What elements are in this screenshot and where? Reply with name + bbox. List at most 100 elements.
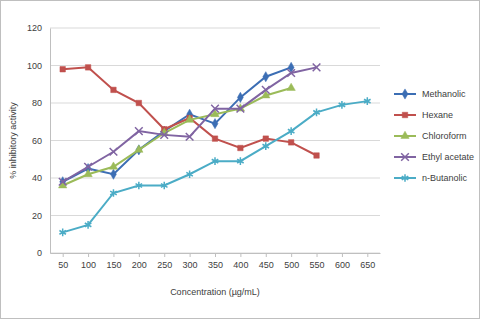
series-marker — [287, 83, 295, 90]
legend-item: n-Butanolic — [394, 173, 468, 183]
x-tick-mark — [190, 253, 191, 257]
y-tick-label: 120 — [27, 23, 42, 33]
legend-marker — [402, 89, 408, 99]
series-marker — [238, 145, 243, 150]
x-tick: 150 — [106, 253, 121, 270]
x-tick-mark — [342, 253, 343, 257]
grid-line — [50, 28, 380, 29]
x-tick: 400 — [233, 253, 248, 270]
series-marker — [288, 140, 293, 145]
chart-border — [1, 1, 480, 319]
legend-label: Ethyl acetate — [422, 152, 474, 162]
series-marker — [110, 189, 117, 197]
y-tick-label: 100 — [27, 61, 42, 71]
x-tick-label: 150 — [106, 260, 121, 270]
y-tick: 20 — [32, 211, 50, 221]
legend-item: Hexane — [394, 110, 453, 120]
series-marker — [111, 87, 116, 92]
series-marker — [288, 127, 295, 135]
series-marker — [135, 127, 143, 135]
x-tick-label: 400 — [233, 260, 248, 270]
x-tick: 100 — [81, 253, 96, 270]
legend-item: Methanolic — [394, 89, 466, 99]
series-marker — [237, 92, 243, 102]
x-tick-label: 550 — [310, 260, 325, 270]
x-tick-mark — [266, 253, 267, 257]
series-marker — [314, 153, 319, 158]
grid-line — [50, 103, 380, 104]
legend: Methanolic Hexane Chloroform Ethyl acetate n… — [394, 89, 474, 183]
series-marker — [84, 163, 92, 171]
x-tick: 500 — [284, 253, 299, 270]
y-tick-label: 20 — [32, 211, 42, 221]
series-marker — [85, 65, 90, 70]
series-marker — [186, 170, 193, 178]
y-tick-label: 0 — [37, 248, 42, 258]
grid-line — [50, 65, 380, 66]
y-axis-title: % inhibitory activity — [8, 102, 18, 179]
series-marker — [60, 67, 65, 72]
series-marker — [237, 105, 245, 113]
x-tick-label: 200 — [132, 260, 147, 270]
legend-marker — [401, 153, 409, 161]
y-tick: 0 — [37, 248, 50, 258]
legend-item: Chloroform — [394, 131, 467, 141]
x-tick-mark — [63, 253, 64, 257]
y-tick: 60 — [32, 136, 50, 146]
x-tick-label: 500 — [284, 260, 299, 270]
grid-line — [50, 215, 380, 216]
legend-marker — [402, 112, 407, 117]
x-tick-mark — [88, 253, 89, 257]
series-marker — [287, 69, 295, 77]
grid — [50, 28, 380, 253]
series-marker — [85, 221, 92, 229]
series-marker — [59, 178, 67, 186]
series-marker — [212, 119, 218, 129]
legend-label: n-Butanolic — [422, 173, 468, 183]
x-tick-label: 300 — [183, 260, 198, 270]
legend-marker — [401, 131, 409, 138]
x-tick-label: 100 — [81, 260, 96, 270]
series-group — [59, 62, 371, 236]
x-tick-label: 350 — [208, 260, 223, 270]
y-axis: 020406080100120 — [27, 23, 51, 258]
series-marker — [136, 100, 141, 105]
y-tick: 120 — [27, 23, 50, 33]
x-tick: 550 — [310, 253, 325, 270]
legend-marker — [402, 174, 409, 182]
x-tick: 650 — [360, 253, 375, 270]
series-marker — [186, 133, 194, 141]
legend-label: Methanolic — [422, 89, 466, 99]
series-marker — [364, 97, 371, 105]
x-tick-mark — [113, 253, 114, 257]
series-marker — [59, 229, 66, 237]
x-tick: 300 — [183, 253, 198, 270]
series-marker — [111, 169, 117, 179]
x-tick: 450 — [259, 253, 274, 270]
y-tick-label: 40 — [32, 173, 42, 183]
series-marker — [313, 109, 320, 117]
x-tick: 50 — [58, 253, 68, 270]
series-marker — [136, 182, 143, 190]
legend-label: Chloroform — [422, 131, 467, 141]
series-line — [63, 67, 317, 181]
series-marker — [263, 72, 269, 82]
y-tick-label: 60 — [32, 136, 42, 146]
x-tick-mark — [317, 253, 318, 257]
series-line — [63, 101, 368, 232]
y-axis-line — [50, 29, 51, 254]
legend-item: Ethyl acetate — [394, 152, 474, 162]
x-tick-label: 600 — [335, 260, 350, 270]
series-marker — [211, 105, 219, 113]
x-tick: 200 — [132, 253, 147, 270]
x-axis: 50100150200250300350400450500550600650 — [51, 253, 381, 270]
x-tick: 600 — [335, 253, 350, 270]
series-marker — [339, 101, 346, 109]
series-marker — [160, 131, 168, 139]
grid-line — [50, 178, 380, 179]
x-tick-label: 650 — [360, 260, 375, 270]
series-marker — [262, 142, 269, 150]
y-tick: 100 — [27, 61, 50, 71]
series-marker — [237, 157, 244, 165]
plot: 0204060801001205010015020025030035040045… — [27, 23, 381, 270]
